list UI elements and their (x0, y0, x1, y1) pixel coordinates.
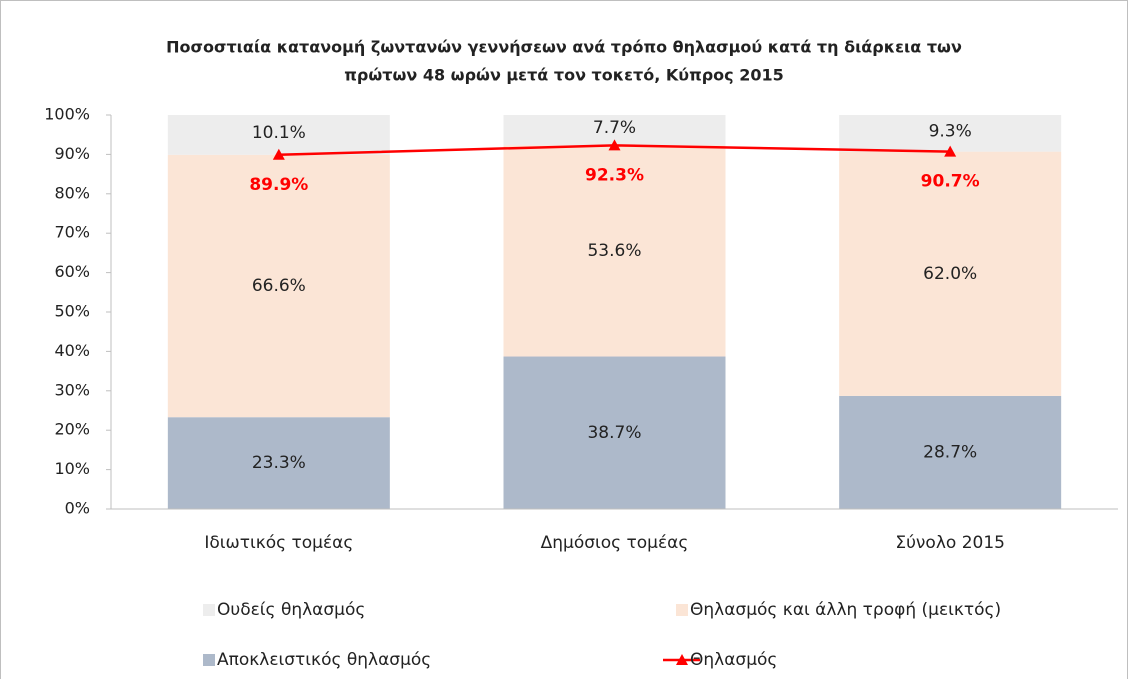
data-label: 62.0% (923, 264, 977, 284)
y-tick-label: 50% (54, 302, 90, 321)
chart-title: πρώτων 48 ωρών μετά τον τοκετό, Κύπρος 2… (344, 66, 784, 85)
x-tick-label: Σύνολο 2015 (895, 533, 1005, 553)
y-tick-label: 30% (54, 380, 90, 399)
data-label: 66.6% (252, 276, 306, 296)
legend-swatch (676, 604, 688, 616)
data-label: 28.7% (923, 442, 977, 462)
bar-segment (839, 115, 1062, 152)
legend-label: Θηλασμός και άλλη τροφή (μεικτός) (690, 600, 1001, 620)
data-label: 7.7% (593, 118, 636, 138)
data-label: 89.9% (249, 175, 308, 195)
data-label: 90.7% (921, 172, 980, 192)
line-marker (608, 139, 621, 151)
y-tick-label: 60% (54, 262, 90, 281)
data-label: 92.3% (585, 165, 644, 185)
bar-segment (839, 151, 1062, 396)
bar-segment (503, 145, 726, 357)
data-label: 53.6% (587, 241, 641, 261)
y-tick-label: 40% (54, 341, 90, 360)
data-label: 23.3% (252, 453, 306, 473)
bar-segment (167, 154, 390, 418)
y-tick-label: 10% (54, 459, 90, 478)
x-tick-label: Ιδιωτικός τομέας (204, 533, 353, 553)
legend-label: Ουδείς θηλασμός (217, 600, 365, 620)
y-tick-label: 100% (44, 105, 90, 124)
x-tick-label: Δημόσιος τομέας (541, 533, 689, 553)
bar-segment (167, 115, 390, 155)
line-marker (944, 145, 957, 157)
y-tick-label: 80% (54, 183, 90, 202)
y-tick-label: 90% (54, 144, 90, 163)
y-tick-label: 0% (65, 499, 90, 518)
legend-swatch (203, 654, 215, 666)
line-marker (272, 148, 285, 160)
bar-segment (839, 395, 1062, 509)
data-label: 38.7% (587, 423, 641, 443)
legend-marker (676, 654, 688, 665)
chart-title: Ποσοστιαία κατανομή ζωντανών γεννήσεων α… (166, 38, 962, 57)
bar-segment (503, 356, 726, 509)
y-tick-label: 20% (54, 420, 90, 439)
data-label: 10.1% (252, 123, 306, 143)
legend-label: Αποκλειστικός θηλασμός (217, 650, 431, 670)
legend-swatch (203, 604, 215, 616)
data-label: 9.3% (929, 121, 972, 141)
bar-segment (167, 417, 390, 509)
legend-label: Θηλασμός (690, 650, 777, 670)
y-tick-label: 70% (54, 223, 90, 242)
